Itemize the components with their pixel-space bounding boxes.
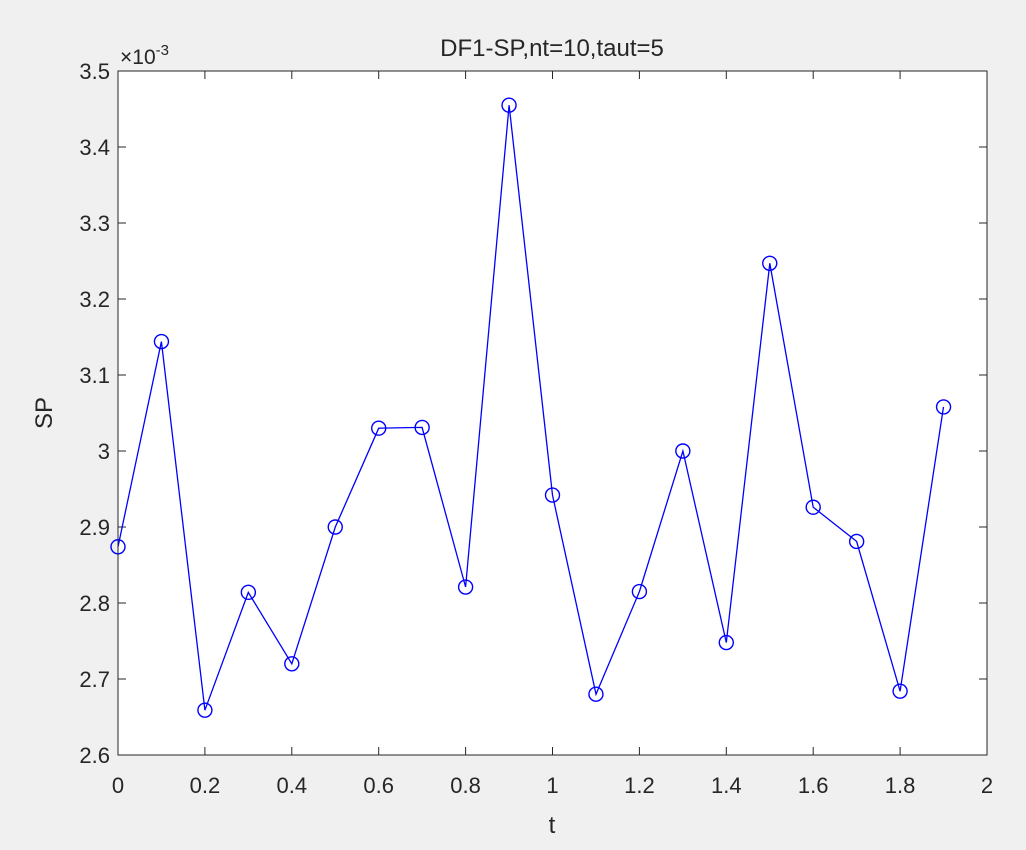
- y-tick-label: 2.8: [79, 591, 110, 616]
- y-tick-label: 2.7: [79, 667, 110, 692]
- data-point-marker: [197, 702, 213, 718]
- y-axis-label: SP: [31, 397, 58, 429]
- chart-title: DF1-SP,nt=10,taut=5: [440, 35, 664, 62]
- x-tick-label: 1.6: [798, 773, 829, 798]
- x-tick-label: 0.8: [450, 773, 481, 798]
- data-point-marker: [762, 255, 778, 271]
- y-tick-label: 2.6: [79, 743, 110, 768]
- data-point-marker: [588, 686, 604, 702]
- y-axis-ticks: 2.6 2.7 2.8 2.9 3 3.1 3.2 3.3 3.4 3.5: [79, 59, 987, 768]
- x-tick-label: 1.8: [885, 773, 916, 798]
- svg-text:×10-3: ×10-3: [120, 42, 169, 69]
- data-point-marker: [153, 333, 170, 350]
- data-point-marker: [501, 97, 517, 113]
- y-exponent-label: ×10-3: [120, 42, 169, 69]
- data-point-marker: [675, 443, 691, 459]
- x-tick-label: 1: [546, 773, 558, 798]
- data-point-marker: [935, 399, 952, 415]
- y-tick-label: 3.3: [79, 211, 110, 236]
- y-exponent-power: -3: [156, 42, 169, 59]
- y-tick-label: 3.5: [79, 59, 110, 84]
- data-point-marker: [284, 656, 300, 672]
- data-point-marker: [892, 683, 908, 699]
- x-tick-label: 1.2: [624, 773, 655, 798]
- data-series: [110, 97, 952, 718]
- x-tick-label: 0.4: [277, 773, 308, 798]
- data-point-marker: [805, 499, 821, 515]
- x-axis-label: t: [549, 812, 556, 839]
- data-point-marker: [457, 579, 474, 595]
- series-line: [117, 105, 945, 711]
- y-tick-label: 3.1: [79, 363, 110, 388]
- x-tick-label: 0.6: [363, 773, 394, 798]
- data-point-marker: [718, 634, 734, 651]
- x-tick-label: 1.4: [711, 773, 742, 798]
- x-axis-ticks: 0 0.2 0.4 0.6 0.8 1 1.2 1.4 1.6 1.8 2: [112, 71, 993, 798]
- data-point-marker: [371, 420, 387, 436]
- y-tick-label: 3.2: [79, 287, 110, 312]
- data-point-marker: [327, 519, 343, 535]
- y-tick-label: 3.4: [79, 135, 110, 160]
- y-tick-label: 2.9: [79, 515, 110, 540]
- y-tick-label: 3: [98, 439, 110, 464]
- y-exponent-base: ×10: [120, 46, 156, 69]
- data-point-marker: [544, 487, 561, 503]
- x-tick-label: 0.2: [190, 773, 221, 798]
- plot-area-background: [118, 71, 987, 755]
- data-point-marker: [631, 583, 648, 600]
- data-point-marker: [848, 533, 865, 550]
- data-point-marker: [414, 419, 430, 436]
- x-tick-label: 2: [981, 773, 993, 798]
- plot-area-border: [117, 70, 988, 756]
- x-tick-label: 0: [112, 773, 124, 798]
- data-point-marker: [240, 584, 257, 601]
